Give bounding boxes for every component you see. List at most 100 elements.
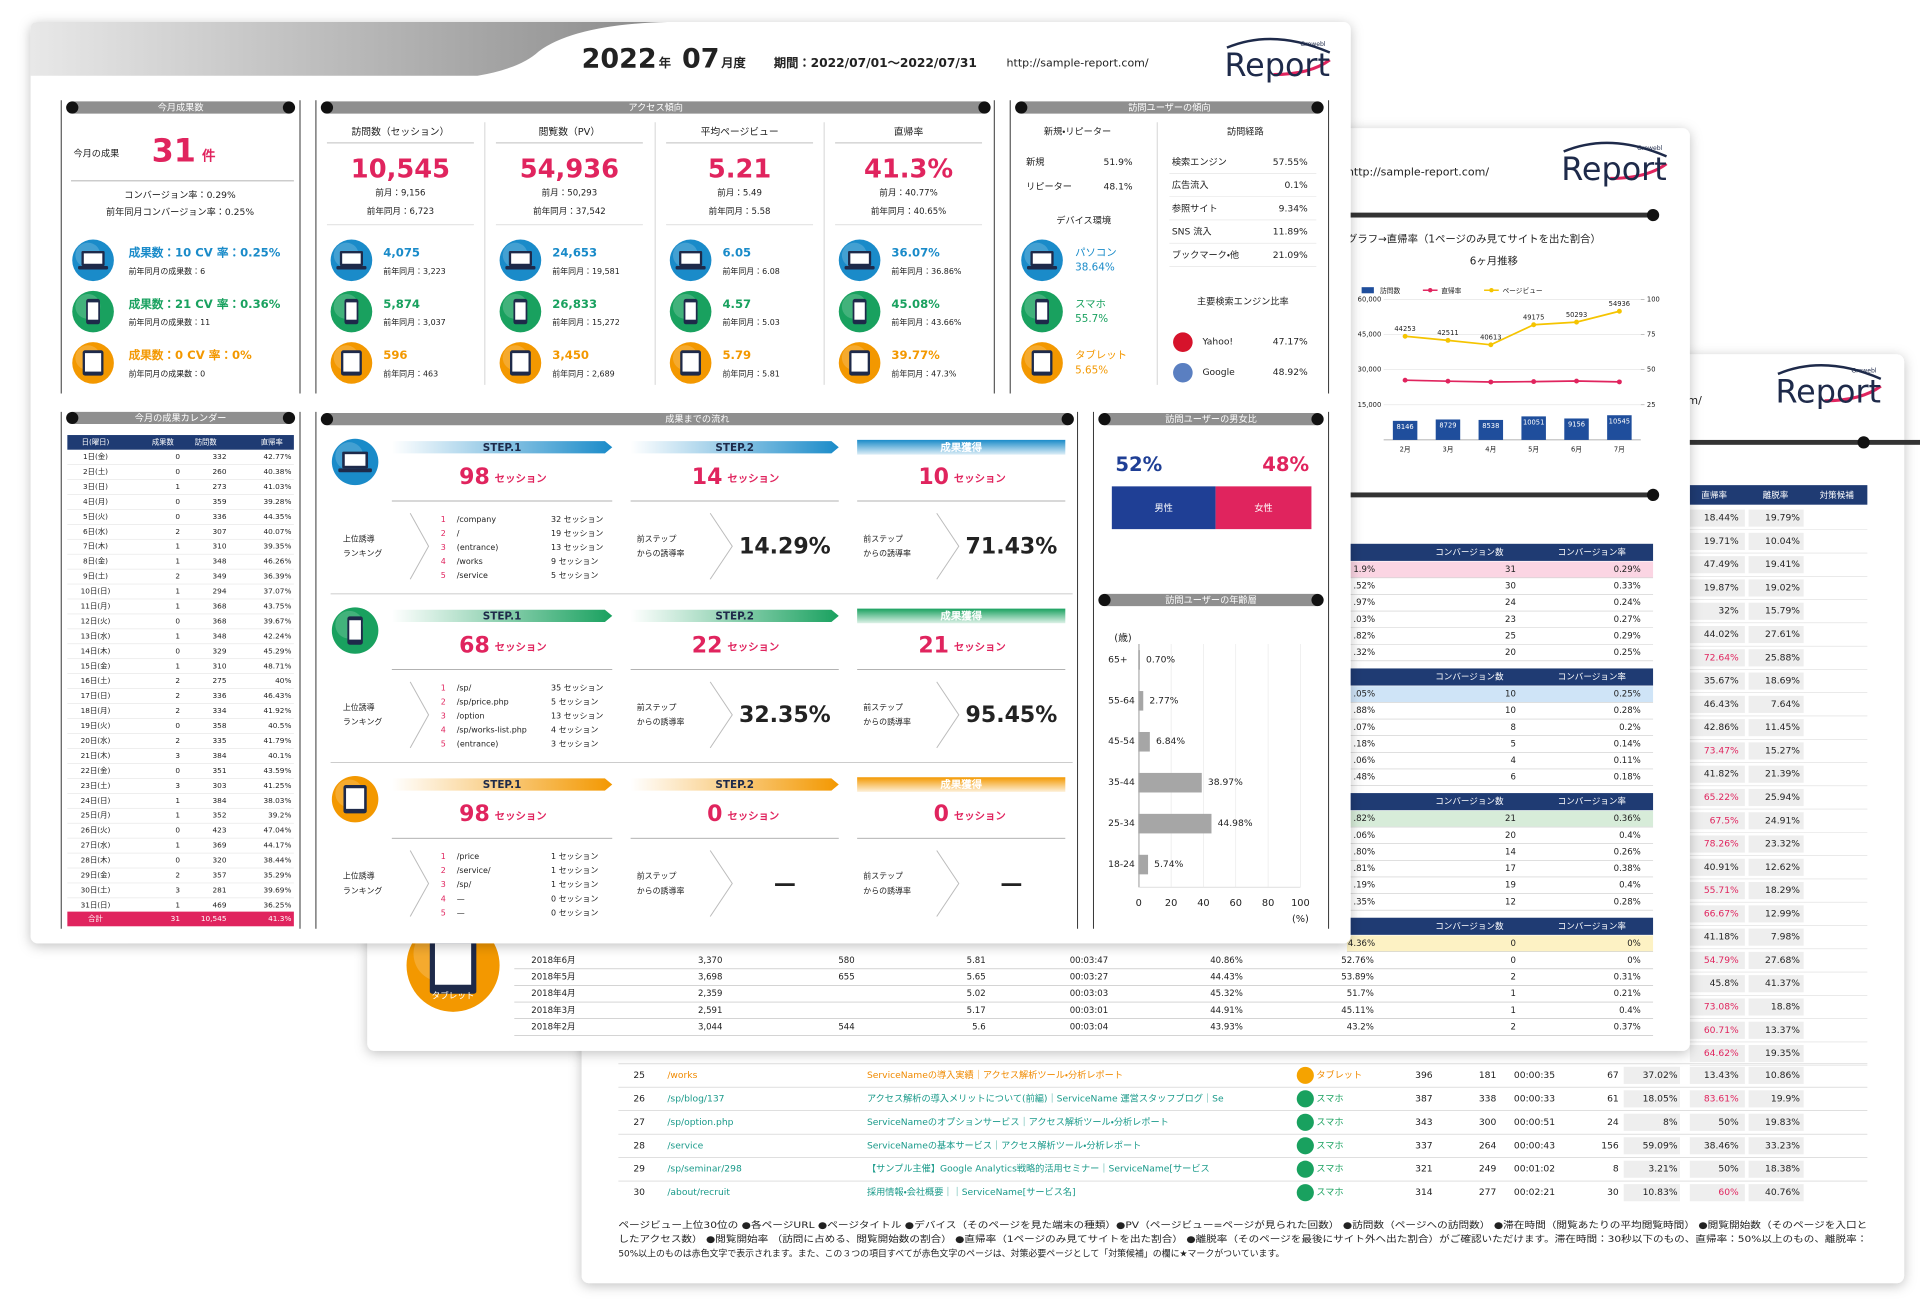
chevron [709,681,733,749]
cell: 273 [213,482,227,491]
label: 5 [441,908,446,917]
label: 1 セッション [551,866,598,875]
cell: 0 [175,616,180,625]
cell: .06% [1353,831,1375,841]
cell: 321 [1415,1164,1433,1175]
label: 5.79 [722,348,751,362]
cell-bg [1748,649,1804,667]
icon-part [336,266,367,270]
cell-bg [1689,765,1745,783]
cell: 1 [175,841,180,850]
label: 39.77% [891,348,940,362]
cell: 43.75% [263,601,291,610]
data-label: 9156 [1568,421,1585,429]
chevron [936,681,960,749]
cell-bg [1748,975,1804,993]
cell: 36.39% [263,572,291,581]
cell: 41.79% [263,736,291,745]
device-badge [1296,1184,1314,1202]
cell: 13日(水) [81,631,111,640]
session-count: 22 [692,633,723,658]
cell: /service [667,1140,703,1151]
cell: 42.86% [1704,722,1739,733]
label: 訪問数（セッション） [352,125,450,138]
bar-dot [1311,413,1324,426]
label: ランキング [343,885,383,895]
cell: 59.09% [1643,1140,1678,1151]
cell-bg [1748,1066,1804,1084]
y-tick-label: 25-34 [1108,818,1135,829]
label: 0 セッション [551,894,598,903]
cell: 27 [633,1117,645,1128]
bar [1138,772,1202,793]
label: SNS 流入 [1172,226,1212,238]
cell: 5.02 [967,989,986,999]
x-tick-label: 0 [1136,898,1142,909]
logo-swoosh [1563,141,1668,158]
section-title: 訪問ユーザーの男女比 [1165,413,1256,425]
cell: 30 [633,1187,645,1198]
data-label: 0.70% [1146,654,1175,665]
cell: 0 [175,497,180,506]
point [1488,379,1494,385]
cell: 423 [213,826,227,835]
step-band [630,609,839,623]
cell: 10.04% [1765,536,1800,547]
cell: 19日(火) [81,721,111,730]
cell: 41.18% [1704,932,1739,943]
cell: 5日(火) [83,512,108,521]
cell-bg [1689,1113,1745,1131]
cell: 18日(月) [81,706,111,715]
label: 前年同月：2,689 [552,368,614,378]
step-band [630,441,839,454]
cell: 28日(木) [81,856,111,865]
cell: 19.71% [1704,536,1739,547]
label: 成果数：0 CV 率：0% [129,348,253,362]
label: 5 [441,571,446,580]
label: 3 セッション [551,740,598,749]
cell: 47.49% [1704,559,1739,570]
label: http://sample-report.com/ [1007,57,1149,70]
cell-bg [1689,625,1745,644]
big-number: 41.3% [864,154,953,184]
label: 前年同月：37,542 [533,205,606,217]
device-badge [1296,1113,1314,1131]
cell: 42.24% [263,631,291,640]
session-unit: セッション [495,642,547,654]
cell: /works [667,1070,697,1081]
cell: 67.5% [1710,815,1739,826]
logo-swoosh [1824,384,1882,403]
step-label: 成果獲得 [940,610,982,623]
icon-part [1027,266,1058,270]
cell: 42.77% [263,452,291,461]
label: パソコン [1075,247,1117,259]
cell: 3日(日) [83,482,108,491]
cell: 19.41% [1765,559,1800,570]
cell: 39.69% [263,885,291,894]
label: 19 セッション [551,529,603,538]
y-tick-label: 30,000 [1358,366,1382,374]
cell: 2 [1510,973,1515,983]
label: 3,450 [552,348,589,362]
cell: 50% [1718,1117,1739,1128]
label: 上位誘導 [343,871,375,881]
cell: 2018年2月 [531,1020,575,1032]
chevron [409,513,430,580]
cell: 0 [175,512,180,521]
cell: 20 [1505,831,1516,841]
label: 前年同月の成果数：6 [129,266,206,276]
cell: 27.61% [1765,629,1800,640]
icon-part [344,454,366,466]
cell: .19% [1353,881,1375,891]
section-title: アクセス傾向 [628,102,683,114]
icon-part [1032,253,1052,264]
table-header: 訪問数 [195,437,218,446]
cell: 0.28% [1614,706,1641,716]
cell: 0.2% [1619,723,1641,733]
highlight-row [1346,810,1654,827]
table-header: 成果数 [152,437,175,446]
cell: 23日(土) [81,781,111,790]
chevron [936,512,960,580]
label: 0 セッション [551,908,598,917]
cell: 24 [1607,1117,1619,1128]
